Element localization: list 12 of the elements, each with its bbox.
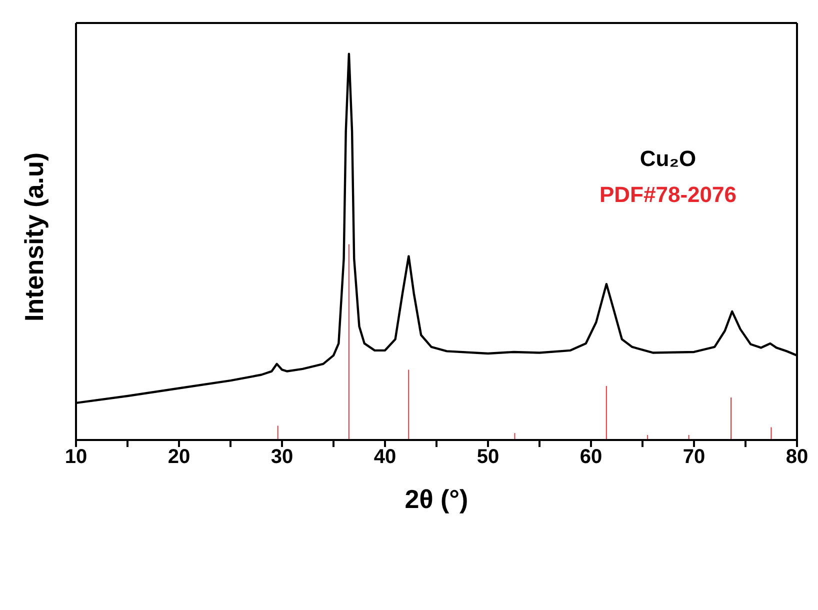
x-axis-title: 2θ (°) xyxy=(404,484,468,514)
x-tick-label: 70 xyxy=(682,446,706,468)
x-tick-label: 10 xyxy=(64,446,88,468)
x-tick-label: 40 xyxy=(374,446,396,468)
text: PDF#78-2076 xyxy=(598,182,738,208)
x-tick-label: 60 xyxy=(580,446,602,468)
y-axis-title: Intensity (a.u) xyxy=(19,152,50,322)
x-tick-label: 20 xyxy=(168,446,190,468)
text: Cu₂O xyxy=(638,146,698,172)
x-tick-label: 30 xyxy=(270,446,294,468)
x-tick-label: 50 xyxy=(476,446,500,468)
x-tick-label: 80 xyxy=(786,446,808,468)
